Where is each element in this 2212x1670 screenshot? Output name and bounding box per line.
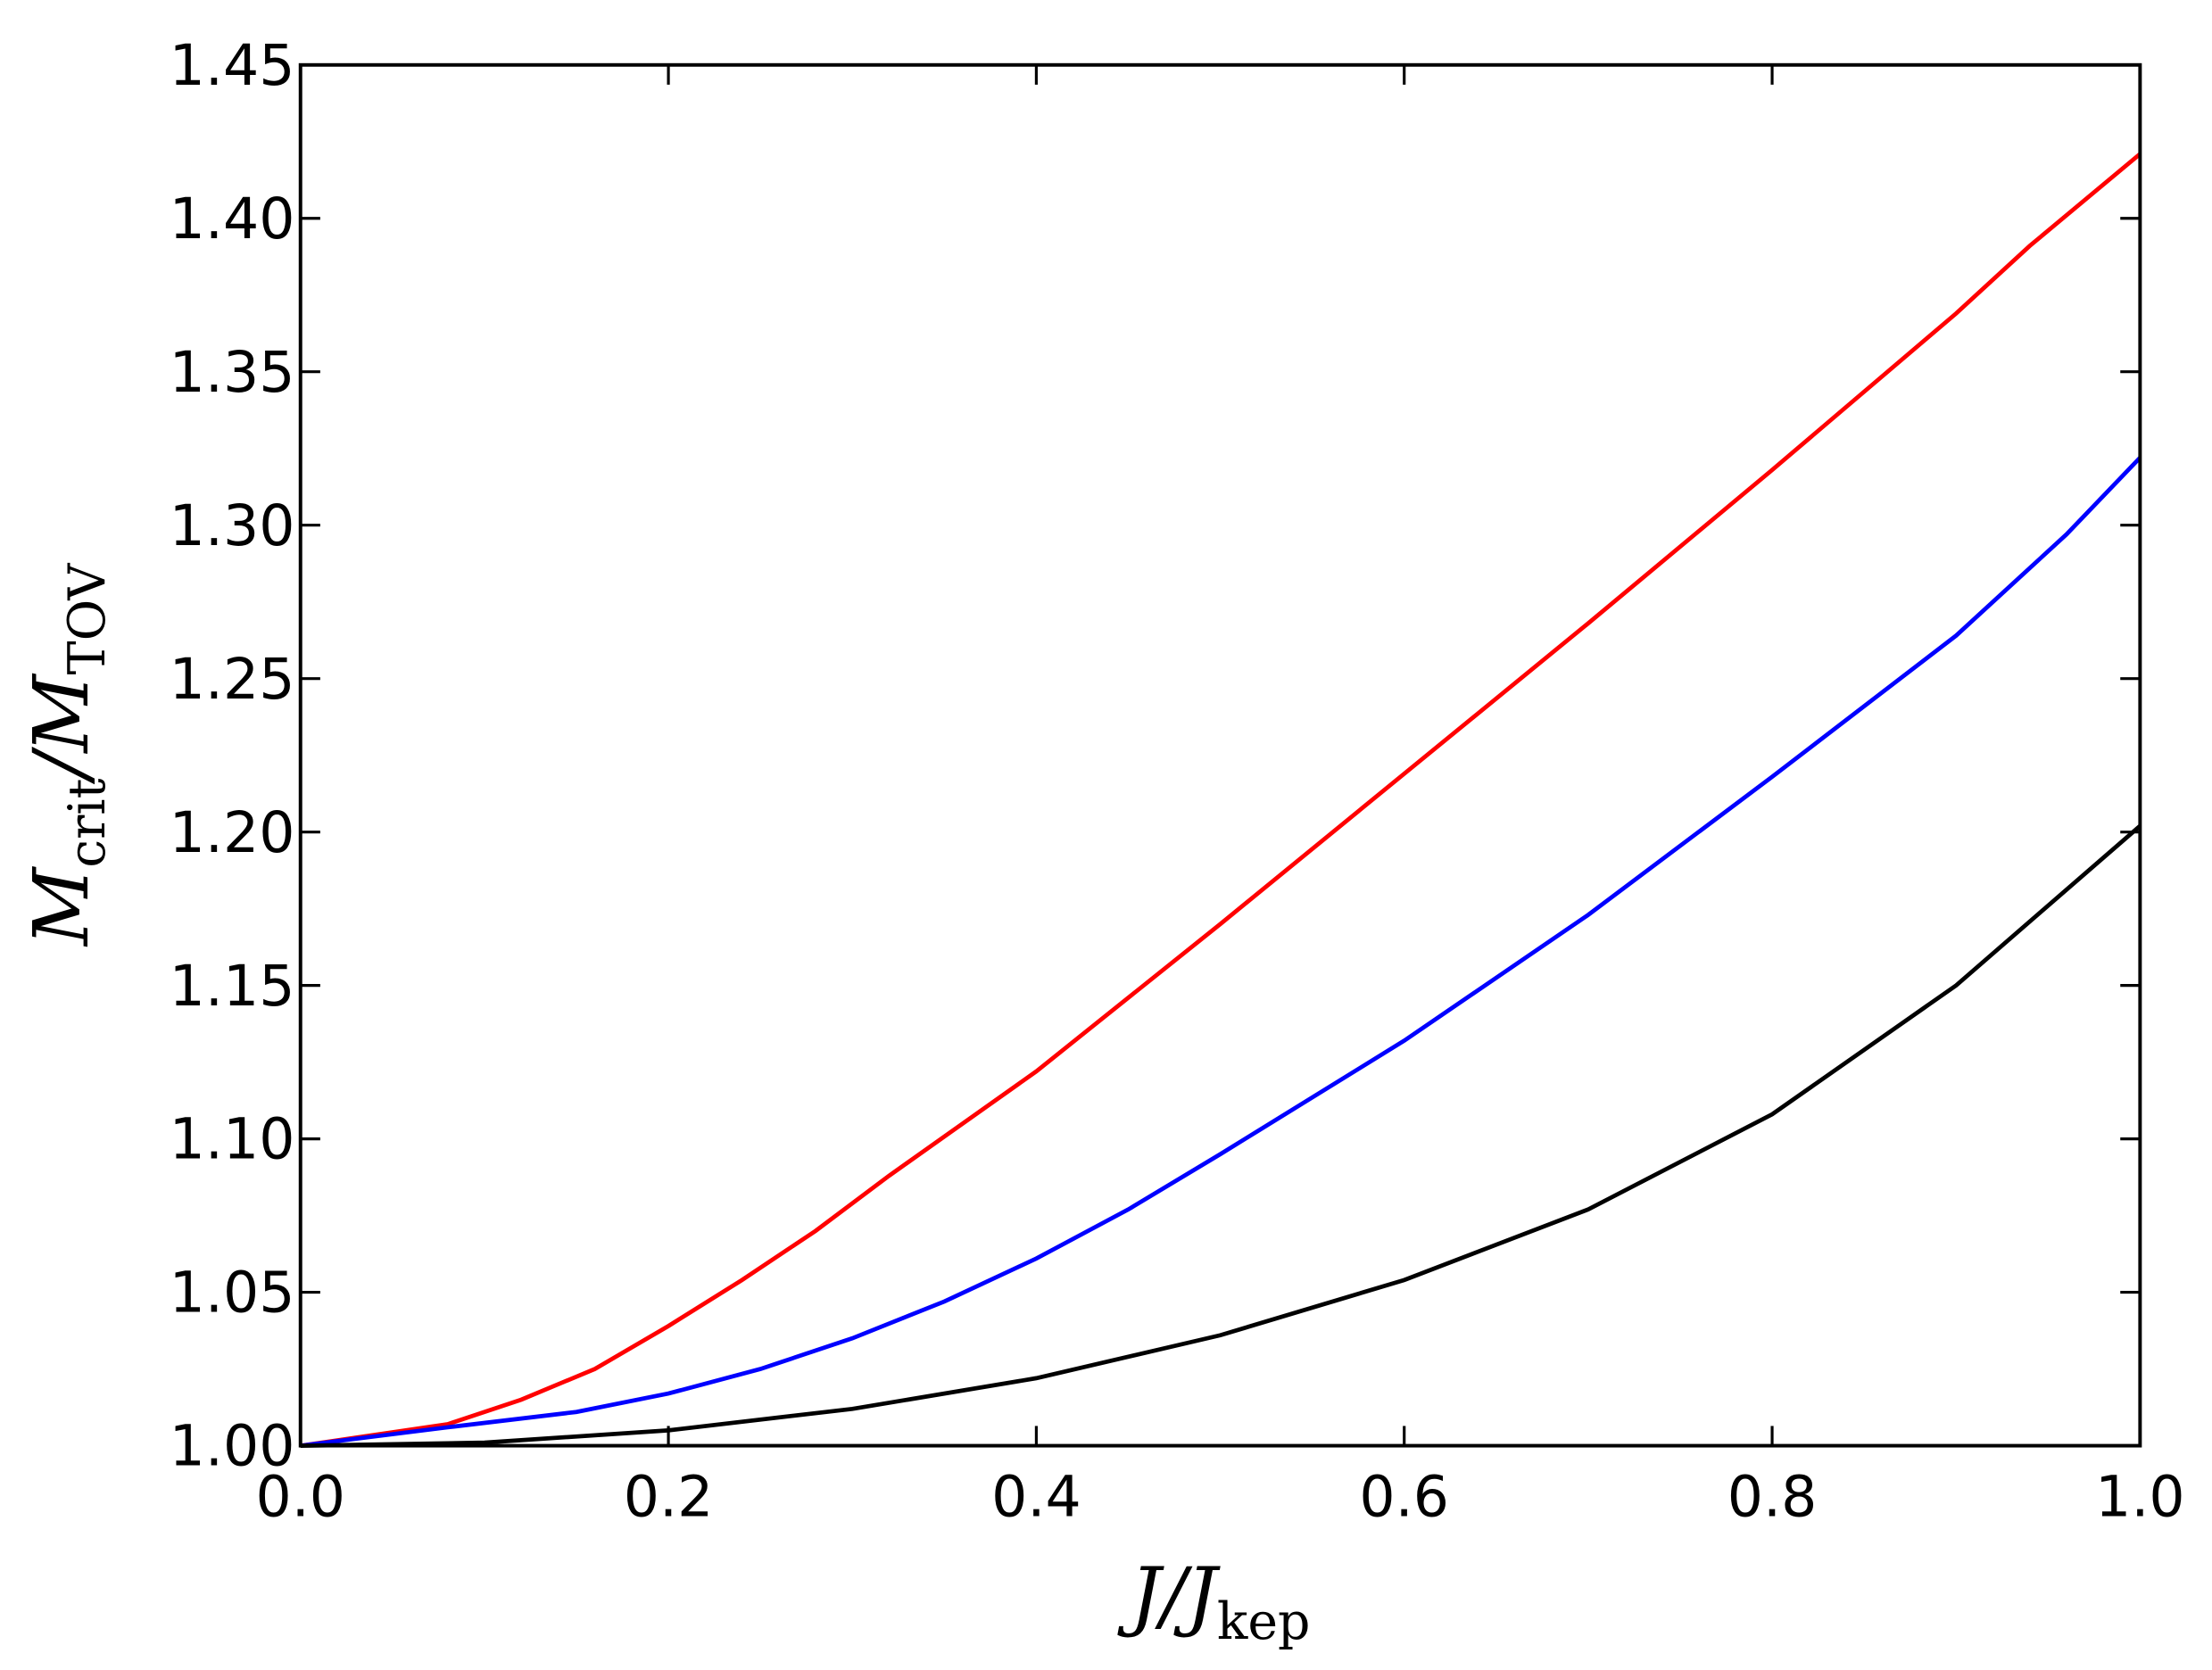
x-label-sub: kep bbox=[1217, 1592, 1311, 1651]
y-label-main1: M bbox=[18, 865, 106, 947]
y-label-sub2: TOV bbox=[58, 563, 117, 675]
x-axis-label: J/Jkep bbox=[1117, 1552, 1311, 1651]
y-tick-label: 1.20 bbox=[170, 799, 295, 865]
y-label-sub1: crit bbox=[58, 778, 117, 867]
y-tick-label: 1.40 bbox=[170, 186, 295, 252]
series-line bbox=[300, 823, 2142, 1448]
x-tick-label: 0.8 bbox=[1727, 1464, 1818, 1530]
y-tick-label: 1.00 bbox=[170, 1413, 295, 1479]
y-tick-label: 1.05 bbox=[170, 1260, 295, 1326]
x-label-main: J/J bbox=[1117, 1552, 1222, 1641]
series-line bbox=[300, 456, 2142, 1448]
x-tick-label: 0.4 bbox=[991, 1464, 1081, 1530]
y-axis-label: Mcrit/MTOV bbox=[18, 563, 117, 947]
y-tick-label: 1.30 bbox=[170, 492, 295, 558]
y-tick-label: 1.15 bbox=[170, 953, 295, 1019]
y-tick-label: 1.10 bbox=[170, 1106, 295, 1172]
y-label-main2: /M bbox=[18, 673, 106, 785]
x-tick-label: 0.0 bbox=[255, 1464, 345, 1530]
y-tick-label: 1.35 bbox=[170, 339, 295, 405]
plot-frame bbox=[298, 62, 2142, 1448]
y-tick-label: 1.45 bbox=[170, 32, 295, 98]
x-tick-label: 0.6 bbox=[1359, 1464, 1449, 1530]
x-tick-label: 1.0 bbox=[2095, 1464, 2185, 1530]
y-tick-label: 1.25 bbox=[170, 646, 295, 712]
x-tick-label: 0.2 bbox=[624, 1464, 714, 1530]
series-line bbox=[300, 152, 2142, 1448]
